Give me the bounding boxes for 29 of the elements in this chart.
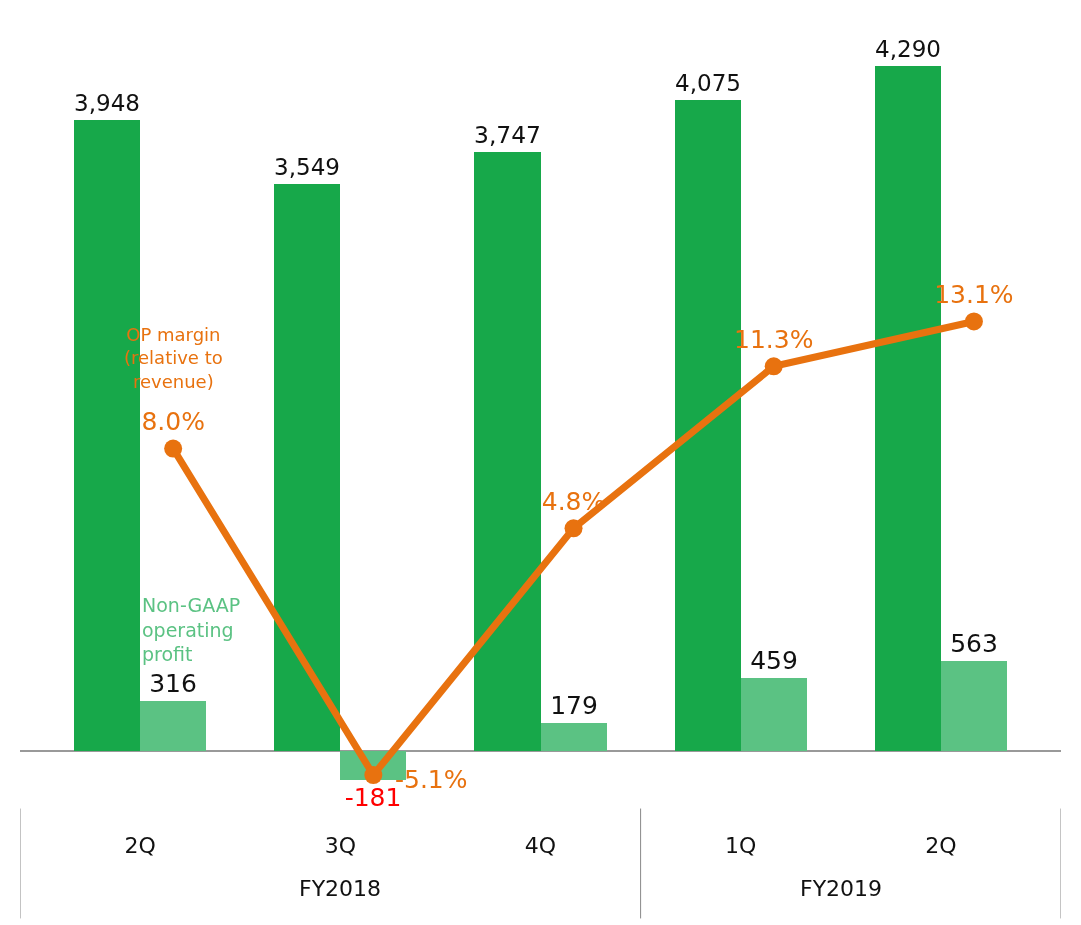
data-label: 3,948 [74, 90, 140, 117]
point [164, 439, 183, 458]
bar [474, 152, 541, 751]
point [964, 312, 983, 331]
text: FY2019 [800, 876, 883, 901]
data-label: 4,075 [675, 70, 741, 97]
bar [140, 701, 206, 751]
x-tick-label: 3Q [324, 833, 356, 858]
bar [741, 678, 807, 751]
data-label: 459 [750, 646, 798, 675]
data-label: 179 [550, 691, 598, 720]
text: FY2018 [299, 876, 382, 901]
data-label: 4,290 [875, 36, 941, 63]
point [364, 766, 383, 785]
x-tick-label: 2Q [124, 833, 156, 858]
data-label: 3,549 [274, 154, 340, 181]
bar [274, 184, 340, 751]
point [764, 357, 783, 376]
data-label: 563 [950, 629, 998, 658]
x-tick-label: 4Q [524, 833, 557, 858]
bar [541, 723, 607, 751]
x-tick-label: 2Q [925, 833, 957, 858]
data-label: 8.0% [141, 407, 205, 437]
point [564, 519, 583, 538]
series-label: Non-GAAP operating profit [142, 594, 241, 666]
x-tick-label: 1Q [725, 833, 757, 858]
data-label: 316 [149, 669, 197, 698]
data-label: 3,747 [474, 121, 541, 150]
bar [941, 661, 1007, 751]
